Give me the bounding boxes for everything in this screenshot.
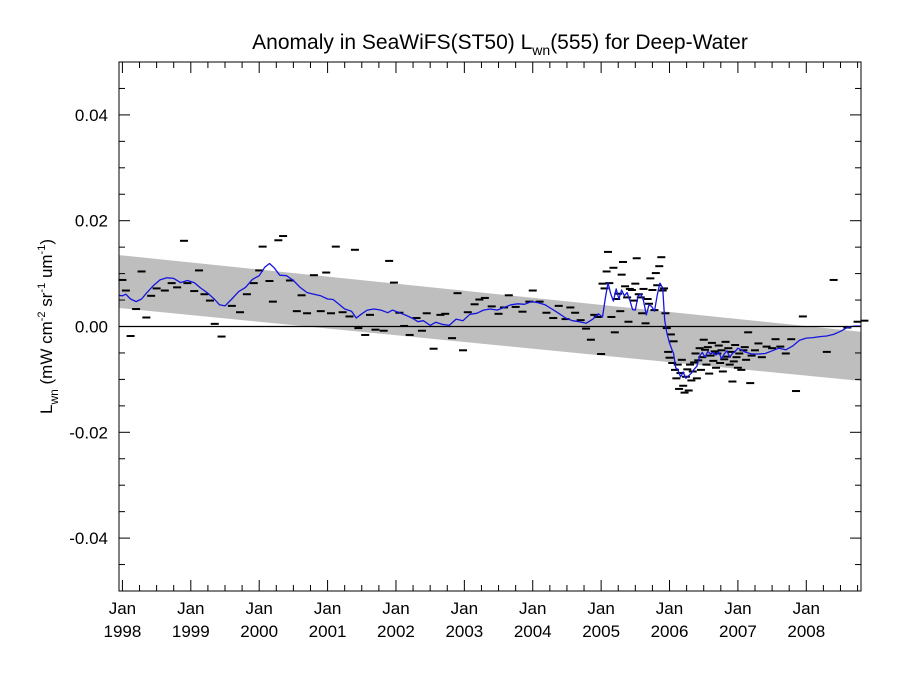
x-tick-month-label: Jan — [793, 599, 820, 618]
x-tick-year-label: 2005 — [582, 622, 620, 641]
data-points-layer — [118, 235, 869, 394]
x-tick-year-label: 2002 — [377, 622, 415, 641]
y-tick-label: 0.00 — [75, 318, 108, 337]
chart-title-part: (555) for Deep-Water — [550, 31, 748, 54]
x-tick-month-label: Jan — [382, 599, 409, 618]
x-tick-year-label: 1998 — [104, 622, 142, 641]
trend-band-layer — [119, 255, 861, 381]
chart-title: Anomaly in SeaWiFS(ST50) Lwn(555) for De… — [252, 31, 748, 58]
y-axis-label-part: sr — [37, 292, 56, 311]
x-tick-year-label: 1999 — [172, 622, 210, 641]
x-tick-month-label: Jan — [245, 599, 272, 618]
y-tick-label: 0.04 — [75, 106, 108, 125]
y-axis-label: Lwn (mW cm-2 sr-1 um-1) — [36, 239, 61, 414]
x-tick-year-label: 2004 — [514, 622, 552, 641]
x-tick-year-label: 2007 — [719, 622, 757, 641]
y-tick-label: -0.04 — [69, 529, 108, 548]
tick-layer — [119, 61, 861, 592]
x-tick-month-label: Jan — [314, 599, 341, 618]
x-tick-year-label: 2003 — [445, 622, 483, 641]
x-tick-month-label: Jan — [724, 599, 751, 618]
x-tick-year-label: 2000 — [240, 622, 278, 641]
x-tick-month-label: Jan — [656, 599, 683, 618]
smoothed-line-layer — [118, 262, 861, 379]
x-tick-year-label: 2001 — [309, 622, 347, 641]
x-tick-month-label: Jan — [109, 599, 136, 618]
x-tick-month-label: Jan — [519, 599, 546, 618]
chart-title-subscript: wn — [531, 42, 550, 58]
y-axis-label-part: ) — [37, 239, 56, 245]
y-axis-label-part: wn — [47, 389, 61, 405]
y-axis-label-part: um — [37, 254, 56, 282]
y-axis-label-part: L — [37, 405, 56, 414]
y-axis-label-part: (mW cm — [37, 321, 56, 389]
y-axis-label-part: -1 — [36, 245, 48, 255]
x-tick-year-label: 2008 — [787, 622, 825, 641]
y-tick-label: 0.02 — [75, 212, 108, 231]
smoothed-series-line — [118, 262, 861, 379]
x-tick-month-label: Jan — [177, 599, 204, 618]
x-tick-year-label: 2006 — [651, 622, 689, 641]
chart-title-part: Anomaly in SeaWiFS(ST50) L — [252, 31, 532, 54]
label-layer: 0.04 0.02 0.00 -0.02 -0.04 Jan 1998 Jan 1999 Jan 2… — [36, 31, 825, 641]
y-tick-label: -0.02 — [69, 423, 108, 442]
trend-band — [119, 255, 861, 381]
y-axis-label-part: -1 — [36, 283, 48, 293]
y-axis-label-part: -2 — [36, 311, 48, 321]
x-tick-month-label: Jan — [587, 599, 614, 618]
x-tick-month-label: Jan — [451, 599, 478, 618]
